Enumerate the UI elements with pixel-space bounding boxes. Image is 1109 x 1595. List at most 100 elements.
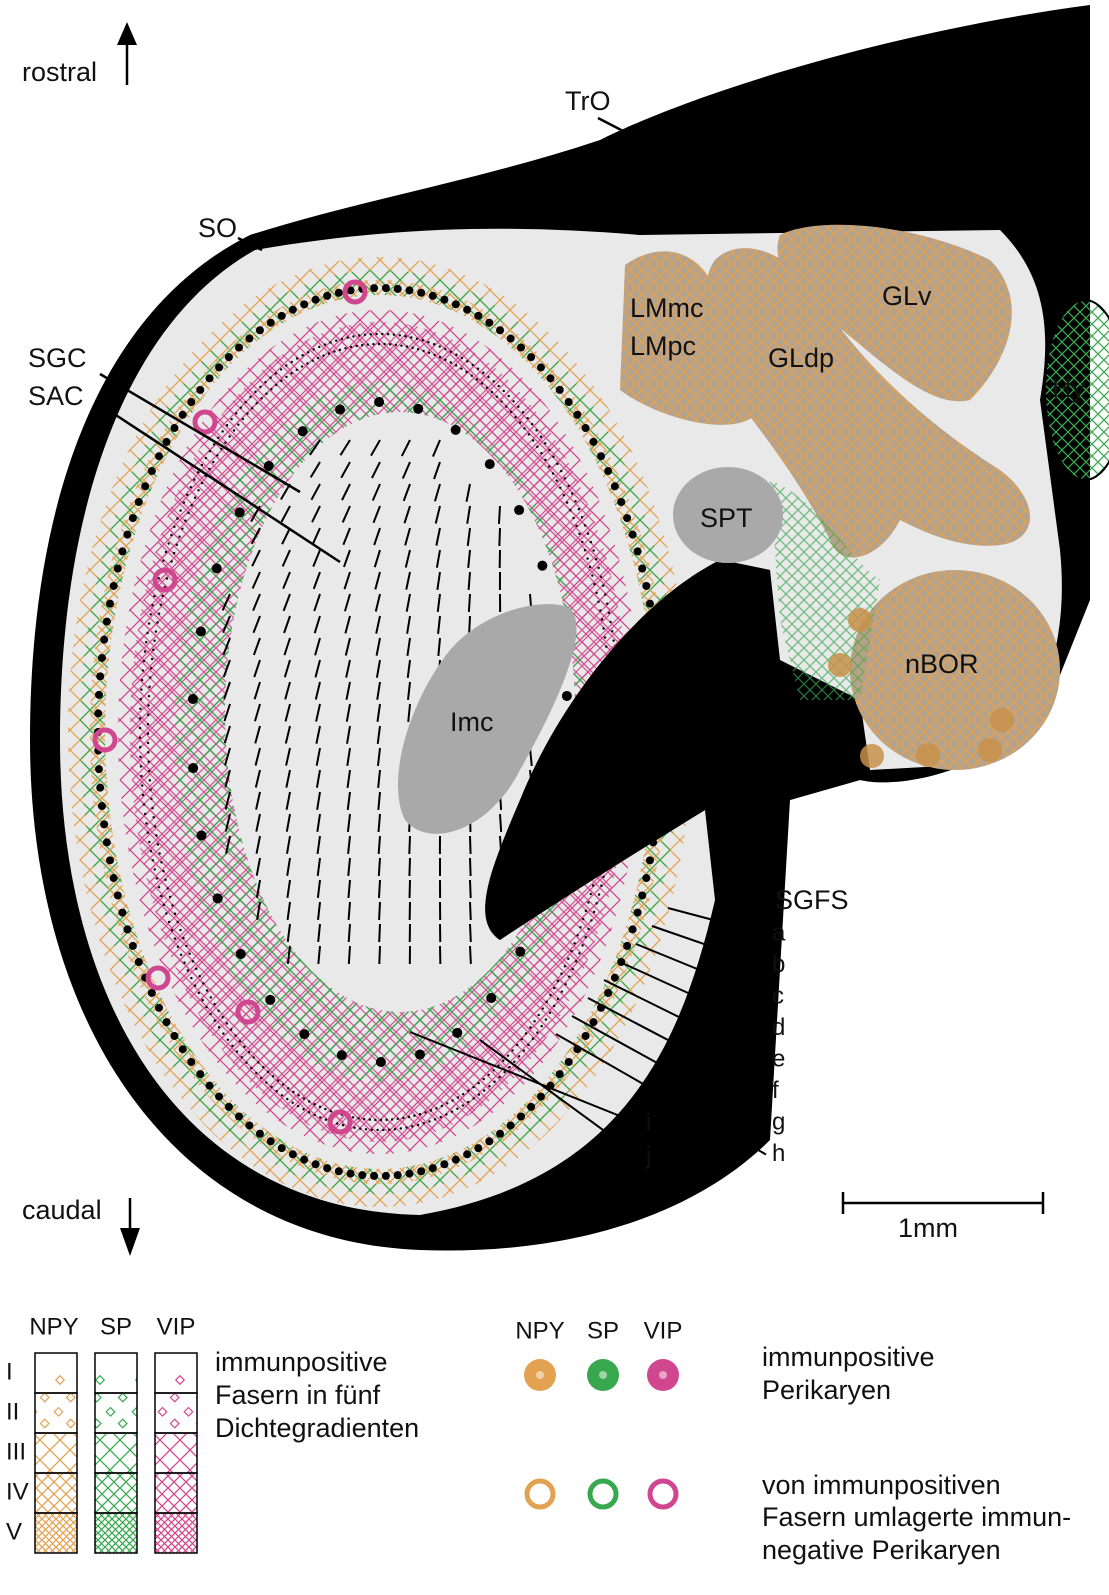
cell-dot: [257, 1061, 259, 1063]
cell-dot: [245, 1062, 247, 1064]
cell-dot: [313, 1103, 315, 1105]
cell-dot: [218, 1026, 220, 1028]
cell-dot: [291, 361, 293, 363]
cell-dot: [507, 1121, 515, 1129]
cell-dot: [597, 452, 605, 460]
cell-dot: [100, 636, 108, 644]
cell-dot: [417, 1167, 425, 1175]
cell-dot: [482, 1078, 484, 1080]
cell-dot: [194, 497, 196, 499]
cell-dot: [578, 508, 580, 510]
cell-dot: [178, 535, 180, 537]
cell-dot: [427, 341, 429, 343]
cell-dot: [486, 386, 488, 388]
cell-dot: [595, 558, 597, 560]
cell-dot: [341, 338, 343, 340]
cell-dot: [517, 406, 519, 408]
cell-dot: [388, 1129, 390, 1131]
cell-dot: [564, 983, 566, 985]
cell-dot: [328, 352, 330, 354]
structure-label: Imc: [450, 707, 494, 737]
cell-dot: [634, 547, 642, 555]
cell-dot: [226, 1022, 228, 1024]
cell-dot: [522, 411, 524, 413]
cell-dot: [148, 686, 150, 688]
fiber: [379, 858, 380, 876]
cell-dot: [540, 1025, 542, 1027]
cell-dot: [557, 998, 559, 1000]
cell-dot: [483, 1089, 485, 1091]
cell-dot: [103, 838, 111, 846]
cell-dot: [139, 746, 141, 748]
cell-dot: [611, 630, 613, 632]
cell-dot: [148, 467, 156, 475]
cell-dot: [173, 552, 175, 554]
arrow: [117, 22, 137, 45]
cell-dot: [466, 360, 468, 362]
cell-dot: [106, 600, 114, 608]
cell-dot: [231, 1045, 233, 1047]
cell-dot: [381, 333, 383, 335]
structure-label: GLdp: [768, 343, 834, 373]
cell-dot: [163, 1018, 171, 1026]
cell-dot: [147, 723, 149, 725]
cell-dot: [217, 1010, 219, 1012]
legend-header: SP: [587, 1317, 619, 1344]
cell-dot: [287, 1087, 289, 1089]
cell-dot: [225, 353, 233, 361]
cell-dot: [575, 960, 577, 962]
cell-dot: [149, 779, 151, 781]
cell-dot: [417, 1124, 419, 1126]
cell-dot: [298, 426, 308, 436]
legend-text: von immunpositiven: [762, 1470, 1001, 1500]
cell-dot: [140, 765, 142, 767]
cell-dot: [576, 934, 578, 936]
cell-dot: [220, 448, 222, 450]
cell-dot: [460, 367, 462, 369]
cell-dot: [589, 1018, 597, 1026]
cell-dot: [139, 756, 141, 758]
cell-dot: [335, 289, 343, 297]
cell-dot: [538, 1014, 540, 1016]
cell-dot: [578, 533, 580, 535]
cell-dot: [602, 584, 604, 586]
cell-dot: [451, 1111, 453, 1113]
cell-dot: [144, 650, 146, 652]
structure-label: Hy: [1052, 373, 1085, 403]
cell-dot: [262, 1066, 264, 1068]
cell-dot: [516, 1044, 518, 1046]
cell-dot: [546, 374, 554, 382]
cell-dot: [465, 371, 467, 373]
cell-dot: [139, 727, 141, 729]
cell-dot: [270, 1086, 272, 1088]
cell-dot: [147, 732, 149, 734]
legend-swatch: [155, 1353, 197, 1393]
legend-swatch: [35, 1353, 77, 1393]
cell-dot: [590, 893, 592, 895]
cell-dot: [415, 1049, 425, 1059]
cell-dot: [230, 418, 232, 420]
cell-dot: [346, 336, 348, 338]
cell-dot: [114, 891, 122, 899]
cell-dot: [129, 514, 137, 522]
cell-dot: [394, 1128, 396, 1130]
cell-dot: [118, 909, 126, 917]
cell-dot: [571, 492, 573, 494]
cell-dot: [179, 929, 181, 931]
cell-dot: [568, 976, 570, 978]
cell-dot: [286, 1098, 288, 1100]
fiber: [470, 902, 471, 920]
cell-dot: [452, 300, 460, 308]
cell-dot: [528, 433, 530, 435]
cell-dot: [142, 669, 144, 671]
cell-dot: [575, 525, 577, 527]
cell-dot: [209, 450, 211, 452]
cell-dot: [275, 384, 277, 386]
legend-swatch: [95, 1513, 137, 1553]
cell-dot: [285, 376, 287, 378]
cell-dot: [158, 886, 160, 888]
legend-swatch: [155, 1393, 197, 1433]
cell-dot: [123, 531, 131, 539]
cell-dot: [549, 994, 551, 996]
cell-dot: [237, 423, 239, 425]
